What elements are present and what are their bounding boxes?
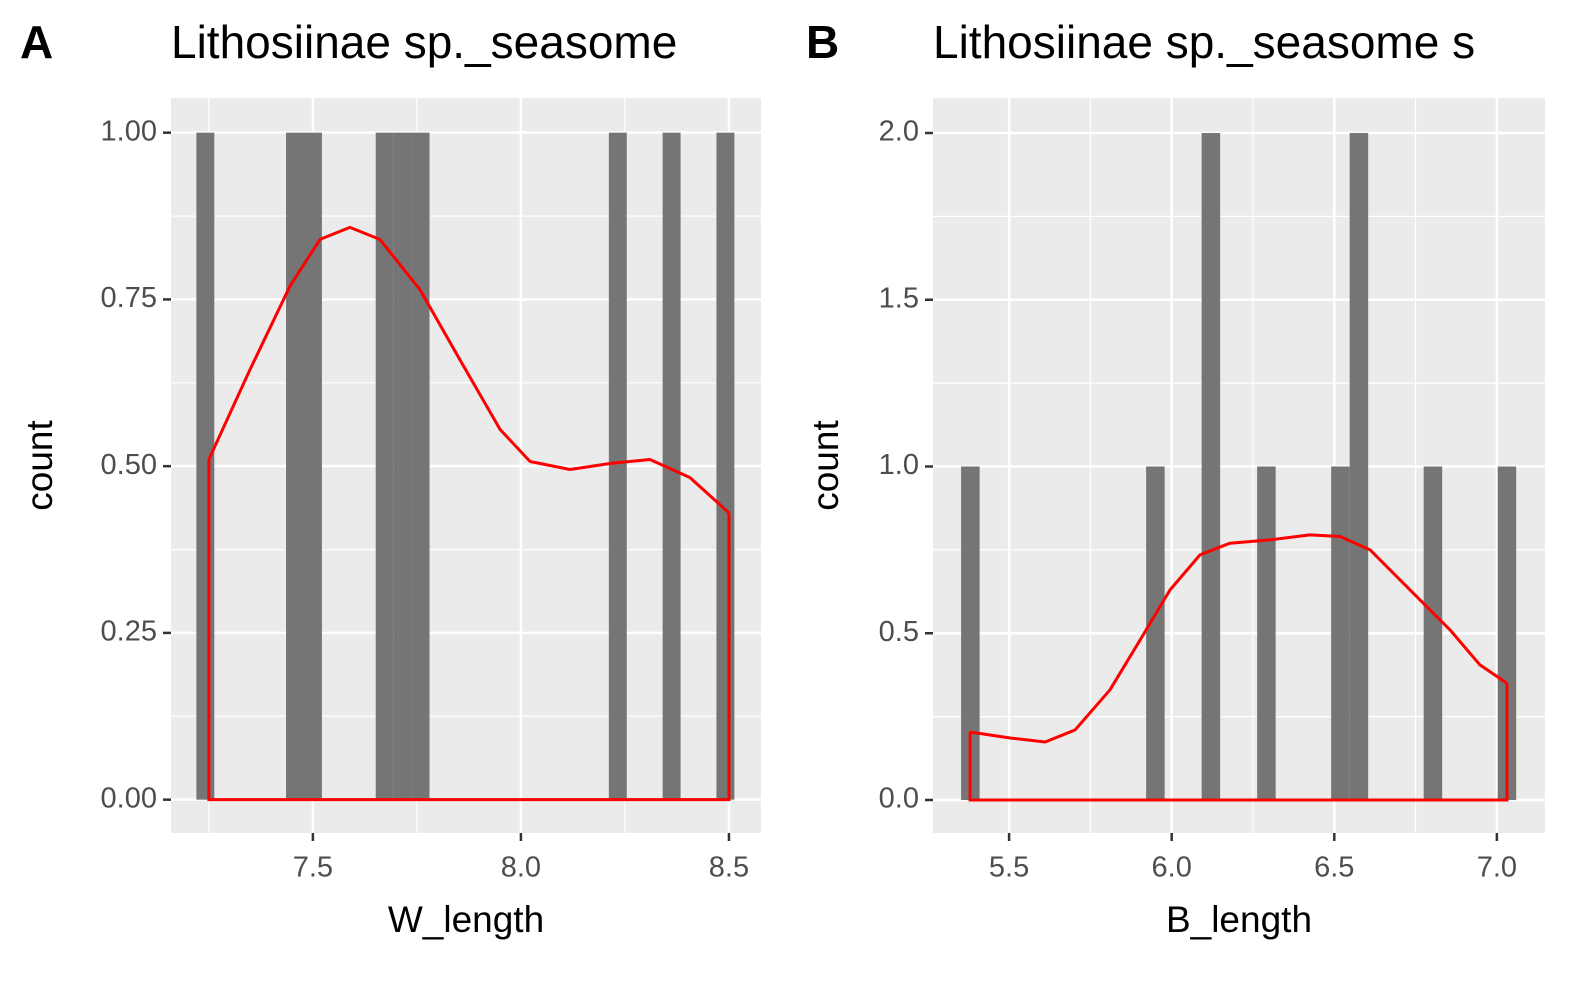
bar: [608, 132, 627, 800]
bar: [393, 132, 412, 800]
x-tick-label: 6.5: [1314, 852, 1354, 884]
y-tick-label: 0.25: [101, 616, 157, 648]
bar: [1423, 466, 1443, 800]
bar: [961, 466, 980, 800]
y-tick-label: 1.00: [101, 115, 157, 147]
density-base: [207, 459, 731, 802]
bar: [1257, 466, 1276, 800]
x-tick-label: 7.0: [1477, 852, 1517, 884]
bar: [1146, 466, 1165, 800]
bar: [1497, 466, 1517, 800]
y-tick-label: 1.0: [879, 449, 919, 481]
y-tick-label: 0.0: [879, 783, 919, 815]
bar: [303, 132, 322, 800]
bar: [411, 132, 430, 800]
bar: [1201, 133, 1221, 800]
x-tick-label: 5.5: [989, 852, 1029, 884]
density-base: [968, 683, 1509, 802]
bar: [196, 132, 215, 800]
bar: [716, 132, 735, 800]
y-tick-label: 0.5: [879, 616, 919, 648]
chart-title: Lithosiinae sp._seasome s: [933, 16, 1475, 68]
panel-tag: B: [806, 16, 839, 68]
x-tick-label: 8.5: [709, 852, 749, 884]
density-curve: [969, 533, 1508, 744]
bar: [662, 132, 681, 800]
x-tick-label: 8.0: [501, 852, 541, 884]
bar: [1349, 133, 1369, 800]
bar: [286, 132, 304, 800]
x-tick-label: 7.5: [293, 852, 333, 884]
y-axis-label: count: [19, 420, 60, 511]
chart-title: Lithosiinae sp._seasome: [171, 16, 677, 68]
bar: [375, 132, 394, 800]
panel: 0.00 0.25 0.50 0.75 1.00 7.5 8.0 8.5 A Lithosiina…: [19, 16, 761, 940]
panel-tag: A: [20, 16, 53, 68]
y-axis-label: count: [805, 420, 846, 511]
y-tick-label: 0.75: [101, 282, 157, 314]
panel: 0.0 0.5 1.0 1.5 2.0 5.5 6.0 6.5 7.0 B Lithosiinae …: [805, 16, 1545, 940]
bar: [1331, 466, 1350, 800]
y-tick-label: 1.5: [879, 282, 919, 314]
x-tick-label: 6.0: [1152, 852, 1192, 884]
x-axis-label: W_length: [388, 899, 544, 940]
y-tick-label: 2.0: [879, 116, 919, 148]
y-tick-label: 0.00: [101, 782, 157, 814]
density-curve: [207, 225, 730, 514]
x-axis-label: B_length: [1166, 899, 1312, 940]
y-tick-label: 0.50: [101, 449, 157, 481]
